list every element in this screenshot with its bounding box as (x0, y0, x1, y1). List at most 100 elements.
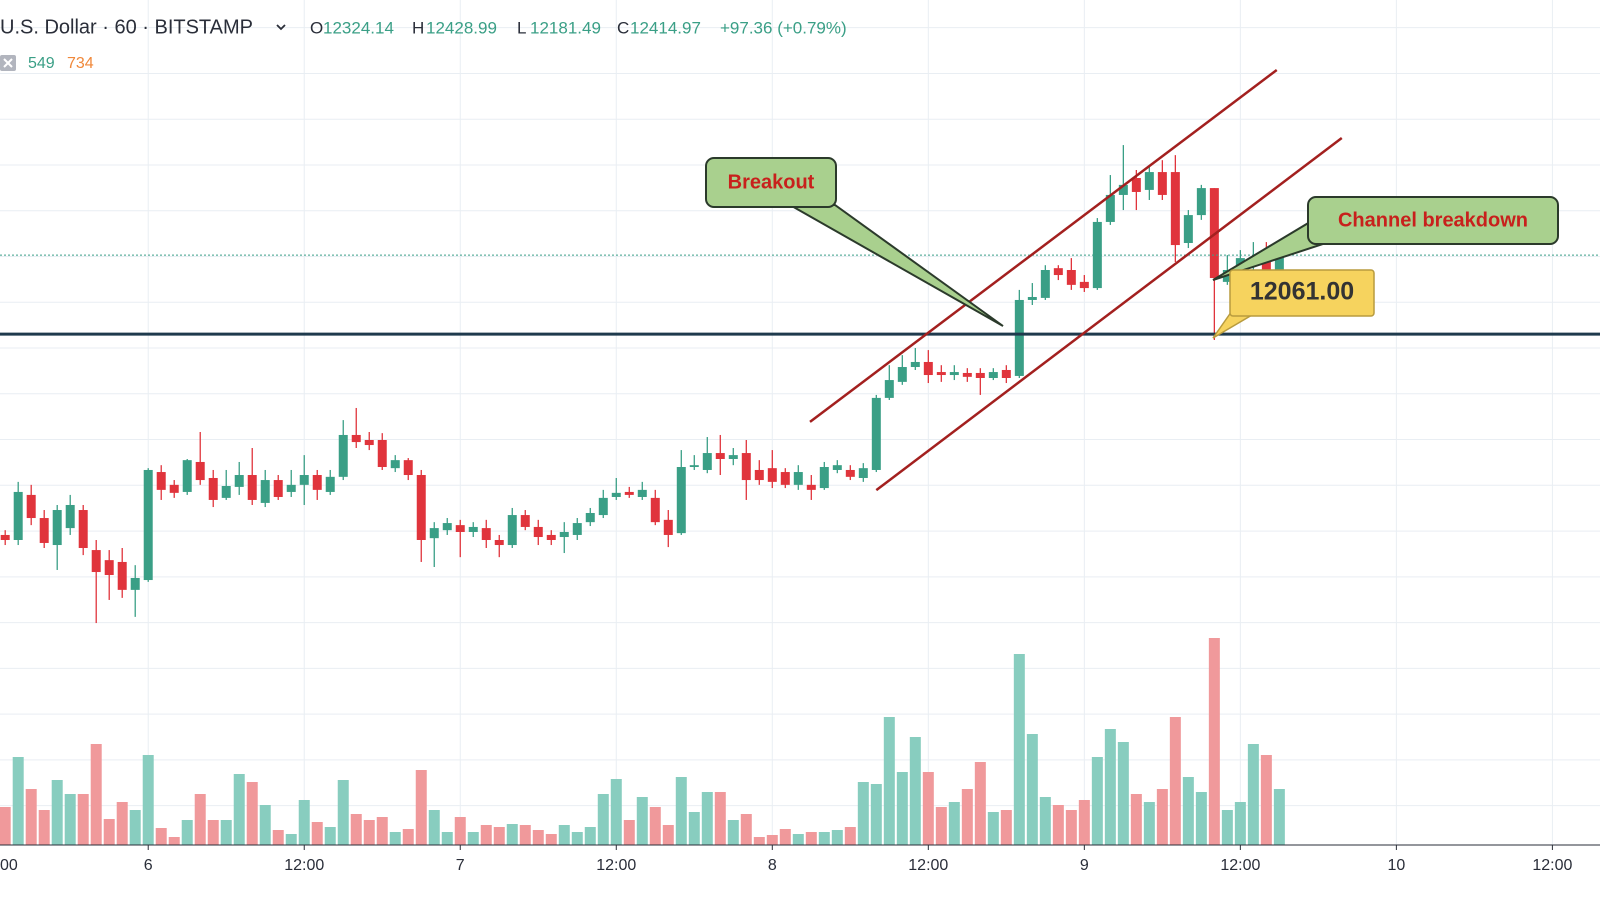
volume-bar (25, 789, 37, 845)
grid (0, 0, 1600, 845)
volume-bar (1156, 789, 1168, 845)
volume-bar (103, 819, 115, 845)
x-tick-label: 9 (1080, 857, 1089, 874)
volume-bar (1104, 729, 1116, 845)
candle-body (117, 561, 127, 590)
volume-bar (285, 834, 297, 845)
volume-bar (77, 794, 89, 845)
candle-body (884, 380, 894, 398)
volume-bar (142, 755, 154, 845)
candle-body (663, 519, 673, 535)
volume-bar (675, 777, 687, 845)
volume-bar (571, 832, 583, 845)
volume-ma-value: 734 (67, 55, 94, 72)
candle-body (845, 469, 855, 477)
volume-bar (506, 824, 518, 845)
chevron-icon[interactable] (276, 24, 286, 31)
ohlc-value: 12181.49 (530, 18, 601, 37)
candle-body (533, 526, 543, 538)
volume-bar (662, 825, 674, 845)
candle-body (390, 460, 400, 469)
x-tick-label: 12:00 (596, 857, 636, 874)
volume-bar (38, 810, 50, 845)
volume-bar (1052, 805, 1064, 845)
candle-body (91, 550, 101, 573)
candle-body (429, 528, 439, 539)
candle-body (1079, 281, 1089, 289)
volume-bar (129, 810, 141, 845)
candle-body (559, 531, 569, 538)
ohlc-value: 12428.99 (426, 18, 497, 37)
candle-body (1170, 172, 1180, 246)
candle-body (780, 472, 790, 485)
candle-body (676, 467, 686, 534)
volume-bar (649, 807, 661, 845)
x-tick-label: 00 (0, 857, 18, 874)
candle-body (299, 475, 309, 485)
volume-bar (0, 807, 11, 845)
volume-bar (493, 827, 505, 845)
volume-bar (883, 717, 895, 845)
change-value: +97.36 (+0.79%) (720, 18, 847, 37)
volume (0, 638, 1285, 845)
callouts: Breakout Channel breakdown 12061.00 (705, 157, 1559, 339)
candle-body (858, 468, 868, 478)
volume-bar (597, 794, 609, 845)
candle-body (325, 476, 335, 492)
candle-body (1001, 369, 1011, 378)
volume-value: 549 (28, 55, 55, 72)
ohlc-value: 12324.14 (323, 18, 394, 37)
candle-body (975, 372, 985, 378)
volume-bar (766, 835, 778, 845)
volume-bar (987, 812, 999, 845)
volume-bar (363, 820, 375, 845)
x-tick-label: 12:00 (908, 857, 948, 874)
candle-body (442, 523, 452, 531)
candle-body (143, 469, 153, 581)
volume-bar (116, 802, 128, 845)
candle-body (637, 489, 647, 497)
volume-bar (1013, 654, 1025, 845)
candle-body (286, 484, 296, 492)
volume-bar (467, 832, 479, 845)
volume-bar (441, 832, 453, 845)
volume-bar (974, 762, 986, 845)
candle-body (1196, 188, 1206, 216)
candle-body (13, 491, 23, 540)
candle-body (351, 434, 361, 443)
candle-body (832, 465, 842, 470)
candle-body (273, 480, 283, 497)
candle-body (169, 484, 179, 493)
volume-bar (1247, 744, 1259, 845)
candle-body (702, 453, 712, 470)
candle-body (624, 491, 634, 495)
volume-bar (909, 737, 921, 845)
x-tick-label: 12:00 (284, 857, 324, 874)
callout-box (1307, 196, 1559, 245)
volume-bar (376, 817, 388, 845)
close-icon-x (3, 58, 13, 68)
candle-body (1131, 178, 1141, 192)
candle-body (767, 468, 777, 482)
candle-body (221, 485, 231, 498)
candle-body (312, 475, 322, 490)
volume-bar (233, 774, 245, 845)
ohlc-key: C (617, 18, 629, 37)
candle-body (988, 372, 998, 378)
candle-body (871, 397, 881, 470)
volume-bar (1078, 800, 1090, 845)
candle-body (481, 528, 491, 540)
volume-bar (896, 772, 908, 845)
volume-bar (519, 825, 531, 845)
candle-body (364, 440, 374, 446)
candle-body (936, 372, 946, 376)
volume-bar (805, 832, 817, 845)
candle-body (1105, 194, 1115, 222)
candle-body (260, 480, 270, 503)
volume-bar (1221, 810, 1233, 845)
header: U.S. Dollar · 60 · BITSTAMP 549 734 O 123… (0, 16, 847, 72)
volume-bar (51, 780, 63, 845)
candle-body (949, 372, 959, 376)
volume-bar (922, 772, 934, 845)
candle-body (377, 440, 387, 468)
